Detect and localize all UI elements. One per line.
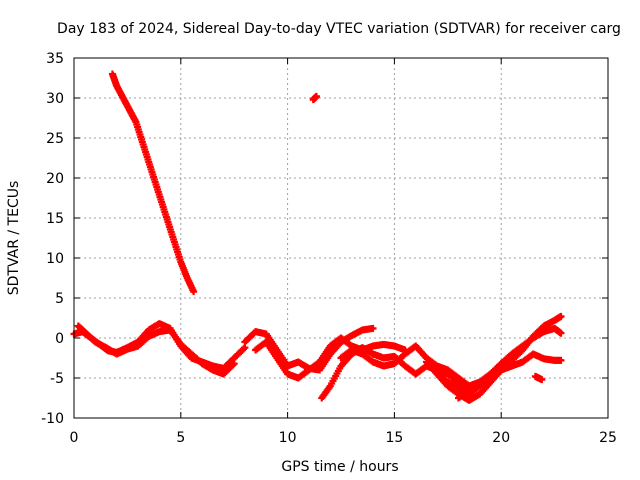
series-track-1	[108, 70, 198, 296]
x-tick-label: 25	[599, 430, 617, 446]
y-tick-label: 30	[46, 91, 64, 107]
grid	[74, 58, 608, 418]
x-tick-labels: 0 5 10 15 20 25	[70, 430, 617, 446]
series-track-11	[454, 350, 565, 402]
x-tick-label: 0	[70, 430, 79, 446]
data-point	[538, 376, 546, 384]
y-tick-label: 0	[55, 331, 64, 347]
y-tick-label: 35	[46, 51, 64, 67]
series-track-12	[531, 372, 546, 384]
y-tick-labels: -10 -5 0 5 10 15 20 25 30 35	[41, 51, 64, 427]
plot-frame	[73, 57, 609, 419]
data-point	[312, 92, 320, 100]
data-point	[557, 356, 565, 364]
y-tick-label: -10	[41, 411, 64, 427]
x-tick-label: 15	[385, 430, 403, 446]
series-track-2	[309, 92, 320, 104]
data-point	[557, 329, 565, 337]
data-point	[369, 324, 377, 332]
y-tick-label: 15	[46, 211, 64, 227]
chart-title: Day 183 of 2024, Sidereal Day-to-day VTE…	[57, 21, 621, 37]
x-tick-label: 20	[492, 430, 510, 446]
y-tick-label: 10	[46, 251, 64, 267]
data-points	[70, 70, 565, 404]
x-axis-label: GPS time / hours	[281, 459, 398, 475]
y-tick-label: 25	[46, 131, 64, 147]
y-axis-label: SDTVAR / TECUs	[6, 181, 22, 296]
data-point	[557, 312, 565, 320]
y-tick-label: 20	[46, 171, 64, 187]
x-tick-label: 10	[279, 430, 297, 446]
data-point	[230, 360, 238, 368]
axis-ticks	[73, 57, 609, 419]
y-tick-label: 5	[55, 291, 64, 307]
data-point	[190, 288, 198, 296]
series-track-4	[74, 322, 238, 378]
x-tick-label: 5	[176, 430, 185, 446]
y-tick-label: -5	[50, 371, 64, 387]
